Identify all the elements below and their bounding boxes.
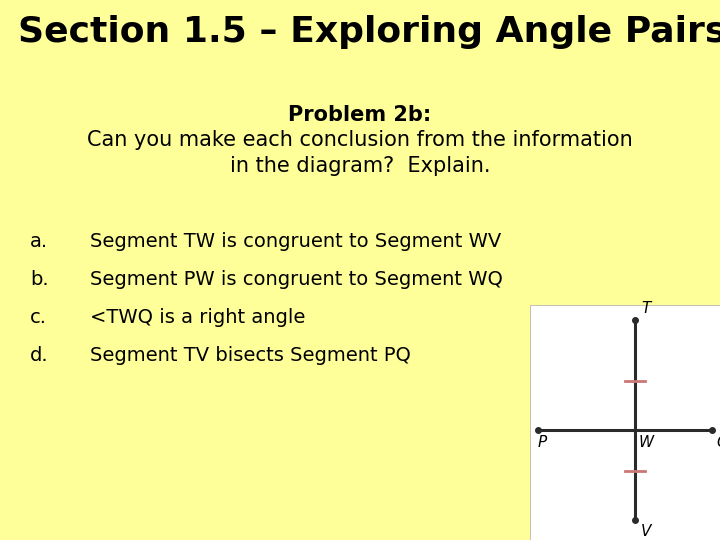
- Text: Section 1.5 – Exploring Angle Pairs: Section 1.5 – Exploring Angle Pairs: [18, 15, 720, 49]
- Text: c.: c.: [30, 308, 47, 327]
- Text: b.: b.: [30, 270, 49, 289]
- Text: Segment TV bisects Segment PQ: Segment TV bisects Segment PQ: [90, 346, 411, 365]
- Text: Problem 2b:: Problem 2b:: [289, 105, 431, 125]
- Text: a.: a.: [30, 232, 48, 251]
- Bar: [530, 305, 720, 540]
- Text: Q: Q: [716, 435, 720, 450]
- Text: V: V: [641, 524, 652, 539]
- Text: P: P: [538, 435, 547, 450]
- Text: Segment TW is congruent to Segment WV: Segment TW is congruent to Segment WV: [90, 232, 501, 251]
- Text: W: W: [639, 435, 654, 450]
- Text: d.: d.: [30, 346, 49, 365]
- Text: Can you make each conclusion from the information
in the diagram?  Explain.: Can you make each conclusion from the in…: [87, 130, 633, 177]
- Text: T: T: [641, 301, 650, 316]
- Text: <TWQ is a right angle: <TWQ is a right angle: [90, 308, 305, 327]
- Text: Segment PW is congruent to Segment WQ: Segment PW is congruent to Segment WQ: [90, 270, 503, 289]
